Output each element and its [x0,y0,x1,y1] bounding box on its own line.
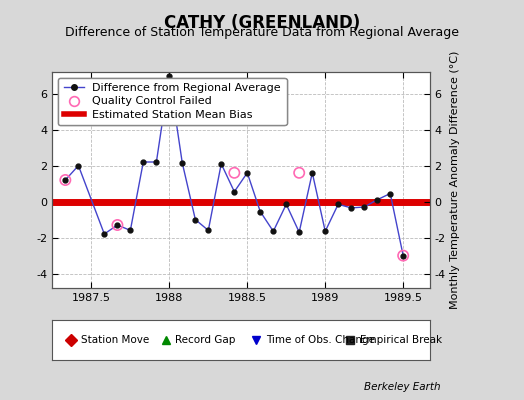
Y-axis label: Monthly Temperature Anomaly Difference (°C): Monthly Temperature Anomaly Difference (… [450,51,460,309]
Point [399,252,407,259]
Text: Time of Obs. Change: Time of Obs. Change [266,335,375,345]
Text: Station Move: Station Move [81,335,149,345]
Point [230,170,238,176]
Point [295,170,303,176]
Text: Difference of Station Temperature Data from Regional Average: Difference of Station Temperature Data f… [65,26,459,39]
Text: Empirical Break: Empirical Break [360,335,442,345]
Text: Record Gap: Record Gap [175,335,235,345]
Point [113,222,122,228]
Legend: Difference from Regional Average, Quality Control Failed, Estimated Station Mean: Difference from Regional Average, Qualit… [58,78,287,125]
Point [61,177,70,183]
Text: CATHY (GREENLAND): CATHY (GREENLAND) [164,14,360,32]
Text: Berkeley Earth: Berkeley Earth [364,382,440,392]
